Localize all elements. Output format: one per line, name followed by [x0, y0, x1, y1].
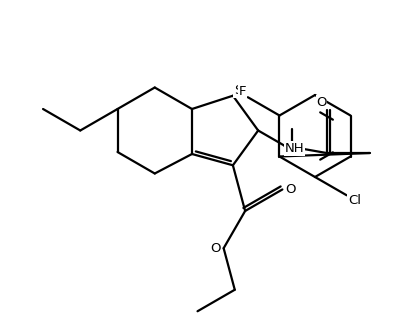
Text: F: F	[239, 85, 247, 98]
Text: O: O	[316, 95, 327, 109]
Text: O: O	[285, 183, 296, 196]
Text: S: S	[234, 84, 242, 97]
Text: O: O	[210, 242, 221, 255]
Text: NH: NH	[284, 142, 304, 155]
Text: Cl: Cl	[348, 194, 361, 207]
